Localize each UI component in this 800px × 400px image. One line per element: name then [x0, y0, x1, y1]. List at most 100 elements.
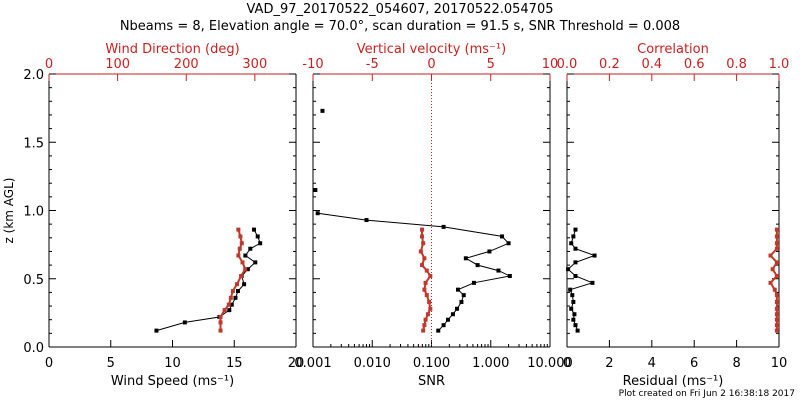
data-point — [455, 306, 460, 311]
data-point — [569, 306, 574, 311]
data-point — [573, 323, 578, 328]
data-point — [229, 302, 234, 307]
data-point — [218, 328, 223, 333]
x-axis-label: Wind Speed (ms⁻¹) — [111, 374, 234, 389]
data-point — [441, 323, 446, 328]
x-top-tick-label: 0.2 — [599, 57, 620, 72]
x-top-axis-label: Wind Direction (deg) — [105, 42, 239, 57]
data-point — [242, 282, 247, 287]
y-tick-label: 0.0 — [23, 341, 44, 356]
x-tick-label: 0.010 — [354, 356, 391, 371]
x-top-tick-label: 10 — [542, 57, 559, 72]
data-point — [496, 268, 501, 273]
data-point — [568, 287, 573, 292]
x-tick-label: 10 — [164, 356, 181, 371]
x-axis-label: SNR — [418, 374, 445, 389]
x-top-tick-label: 300 — [242, 57, 267, 72]
x-top-axis-label: Vertical velocity (ms⁻¹) — [357, 42, 506, 57]
x-tick-label: 15 — [226, 356, 243, 371]
x-top-tick-label: 100 — [105, 57, 130, 72]
data-point — [240, 260, 245, 265]
x-tick-label: 6 — [690, 356, 698, 371]
data-point — [487, 249, 492, 254]
data-point — [315, 211, 320, 216]
x-top-tick-label: -10 — [302, 57, 323, 72]
data-point — [420, 234, 425, 239]
data-point — [446, 317, 451, 322]
x-tick-label: 0 — [45, 356, 53, 371]
data-point — [569, 241, 574, 246]
data-point — [428, 274, 433, 279]
data-point — [573, 260, 578, 265]
data-point — [768, 280, 773, 285]
data-point — [422, 323, 427, 328]
chart-subtitle: Nbeams = 8, Elevation angle = 70.0°, sca… — [119, 19, 681, 34]
data-point — [230, 289, 235, 294]
data-point — [774, 299, 779, 304]
x-top-tick-label: 0 — [45, 57, 53, 72]
x-axis-label: Residual (ms⁻¹) — [623, 374, 724, 389]
data-point — [572, 312, 577, 317]
data-point — [573, 274, 578, 279]
data-point — [506, 241, 511, 246]
data-point — [245, 267, 250, 272]
data-point — [774, 274, 779, 279]
data-point — [239, 274, 244, 279]
data-point — [441, 224, 446, 229]
data-point — [575, 328, 580, 333]
data-point — [253, 260, 258, 265]
y-tick-label: 0.5 — [23, 273, 44, 288]
data-point — [422, 287, 427, 292]
data-point — [243, 267, 248, 272]
data-point — [423, 280, 428, 285]
data-point — [236, 227, 241, 232]
data-point — [420, 227, 425, 232]
chart-title: VAD_97_20170522_054607, 20170522.054705 — [246, 2, 554, 17]
data-point — [218, 320, 223, 325]
x-top-tick-label: -5 — [366, 57, 379, 72]
data-point — [463, 256, 468, 261]
data-point — [255, 234, 260, 239]
data-point — [774, 241, 779, 246]
y-tick-label: 2.0 — [23, 68, 44, 83]
x-tick-label: 10 — [771, 356, 788, 371]
y-tick-label: 1.0 — [23, 205, 44, 220]
x-tick-label: 2 — [605, 356, 613, 371]
data-point — [770, 267, 775, 272]
y-axis-label: z (km AGL) — [2, 178, 16, 244]
y-tick-label: 1.5 — [23, 136, 44, 151]
series-line — [317, 212, 512, 331]
data-point — [218, 314, 223, 319]
data-point — [424, 268, 429, 273]
data-point — [592, 253, 597, 258]
data-point — [182, 320, 187, 325]
data-point — [418, 249, 423, 254]
x-top-tick-label: 1.0 — [769, 57, 790, 72]
data-point — [436, 328, 441, 333]
data-point — [422, 256, 427, 261]
data-point — [258, 241, 263, 246]
data-point — [570, 293, 575, 298]
series-line — [219, 229, 247, 331]
data-point — [450, 312, 455, 317]
data-point — [421, 241, 426, 246]
data-point — [774, 246, 779, 251]
data-point — [248, 246, 253, 251]
x-top-tick-label: 0.4 — [641, 57, 662, 72]
data-point — [774, 312, 779, 317]
data-point — [313, 188, 318, 193]
data-point — [252, 227, 257, 232]
data-point — [226, 302, 231, 307]
data-point — [475, 263, 480, 268]
x-top-axis-label: Correlation — [637, 42, 709, 57]
x-top-tick-label: 0.0 — [557, 57, 578, 72]
x-tick-label: 0 — [563, 356, 571, 371]
data-point — [500, 234, 505, 239]
data-point — [774, 306, 779, 311]
data-point — [239, 241, 244, 246]
data-point — [420, 263, 425, 268]
data-point — [243, 253, 248, 258]
data-point — [423, 317, 428, 322]
data-point — [774, 260, 779, 265]
